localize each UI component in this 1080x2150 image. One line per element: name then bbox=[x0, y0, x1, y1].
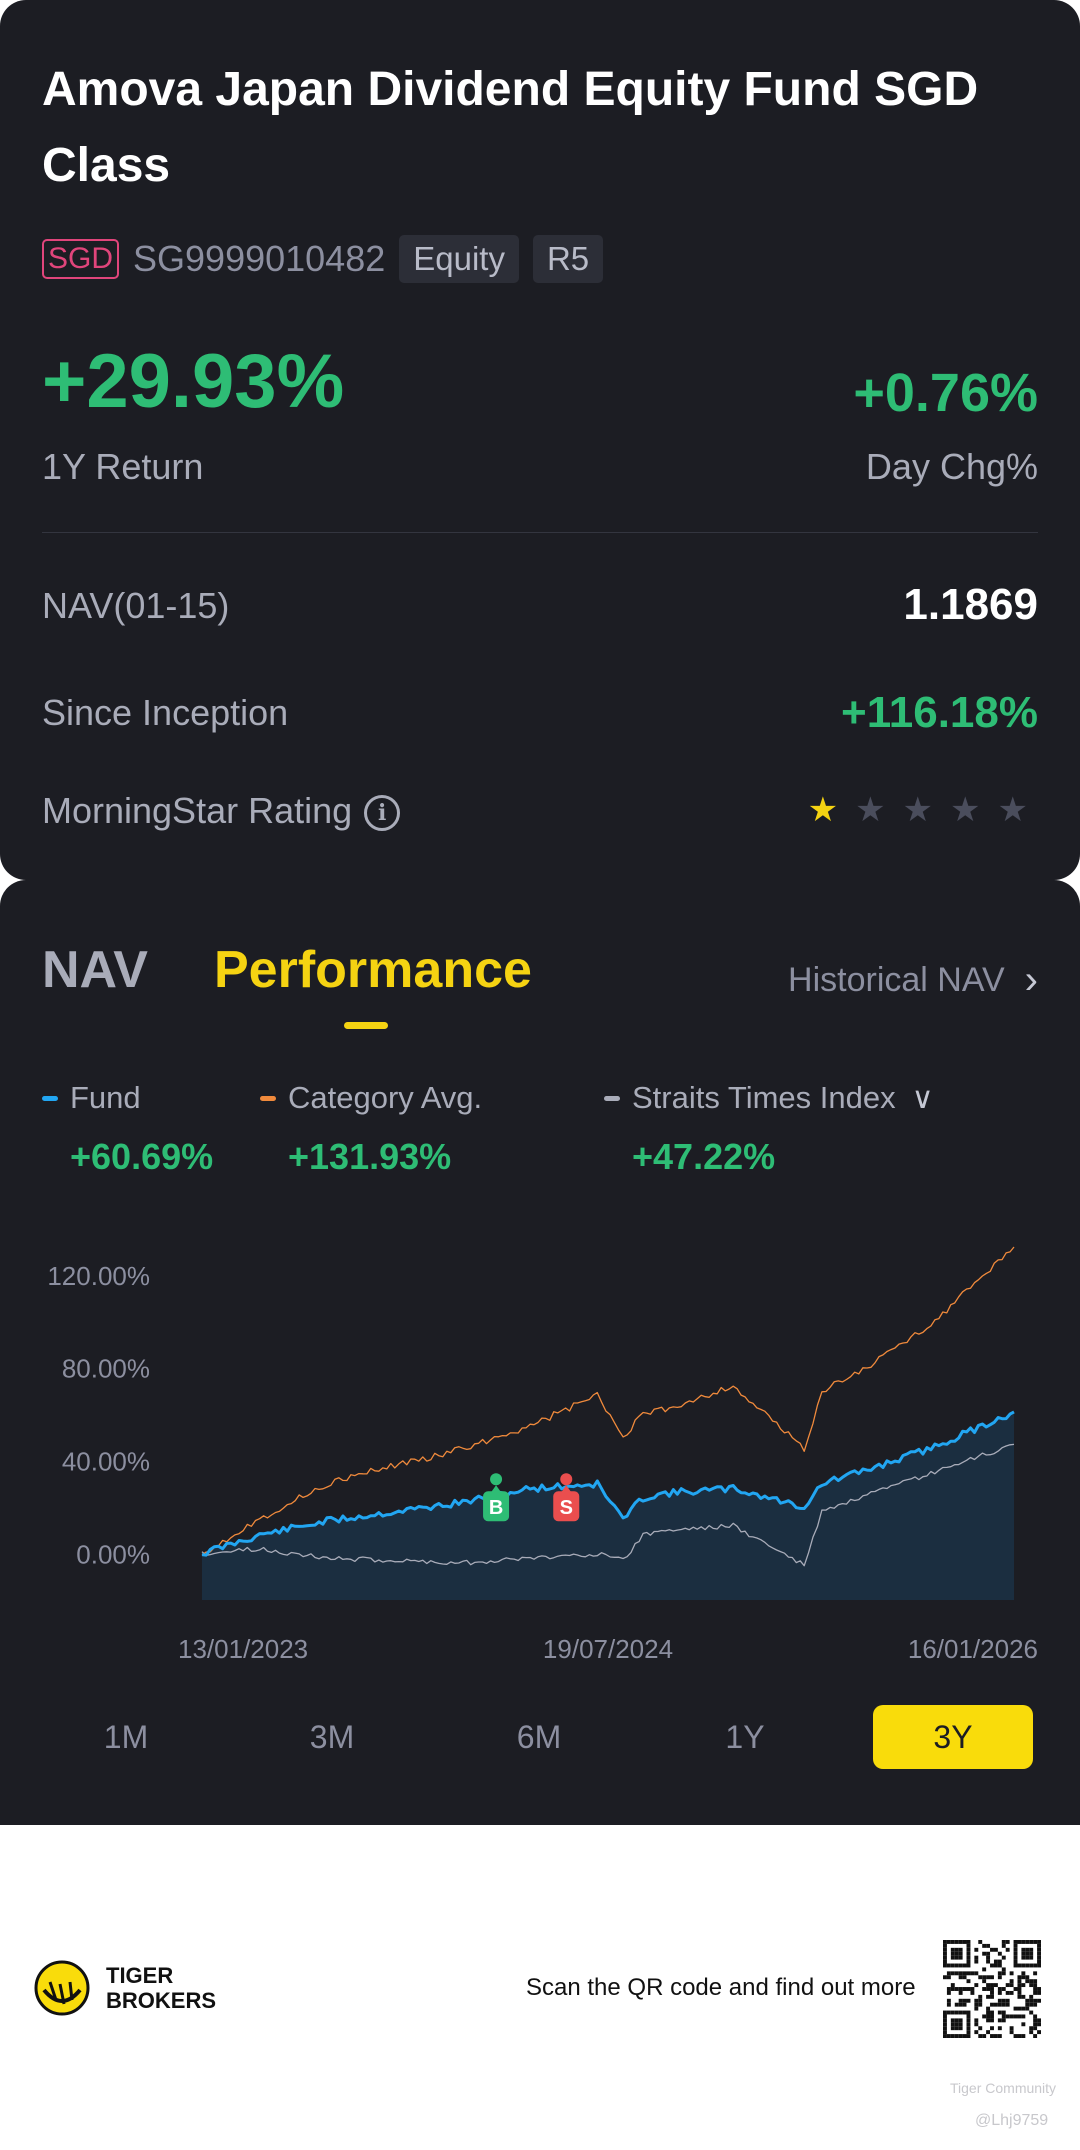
tab-performance[interactable]: Performance bbox=[214, 941, 532, 999]
x-tick-label: 13/01/2023 bbox=[178, 1634, 308, 1660]
one-year-return-value: +29.93% bbox=[42, 339, 345, 424]
star-filled-icon: ★ bbox=[807, 791, 839, 829]
series-line-category-avg- bbox=[201, 1246, 1015, 1556]
morningstar-rating-row: MorningStar Rating i bbox=[42, 790, 401, 832]
star-empty-icon: ★ bbox=[997, 791, 1028, 829]
since-inception-label: Since Inception bbox=[42, 692, 289, 733]
trade-marker-badge bbox=[483, 1491, 510, 1522]
nav-label: NAV(01-15) bbox=[42, 585, 230, 626]
trade-marker-dot bbox=[560, 1473, 573, 1486]
y-tick-label: 0.00% bbox=[76, 1540, 150, 1570]
morningstar-stars: ★ ★ ★ ★ ★ bbox=[808, 790, 1028, 830]
y-tick-label: 40.00% bbox=[62, 1447, 150, 1477]
legend-benchmark-selector[interactable]: Straits Times Index ∨ bbox=[604, 1080, 934, 1116]
fund-summary-card bbox=[0, 0, 1080, 880]
divider bbox=[42, 532, 1038, 533]
legend-category-label: Category Avg. bbox=[288, 1080, 483, 1115]
y-tick-label: 80.00% bbox=[62, 1354, 150, 1384]
qr-code-icon[interactable] bbox=[943, 1940, 1041, 2038]
chart-card bbox=[0, 880, 1080, 1825]
legend-benchmark-label: Straits Times Index bbox=[632, 1080, 896, 1115]
brand-line-1: TIGER bbox=[106, 1963, 174, 1988]
trade-marker-badge bbox=[553, 1491, 580, 1522]
range-selector: 1M 3M 6M 1Y 3Y bbox=[0, 1705, 1080, 1769]
currency-badge: SGD bbox=[42, 239, 120, 279]
range-button-1m[interactable]: 1M bbox=[103, 1719, 149, 1755]
brand-line-2: BROKERS bbox=[106, 1988, 217, 2013]
series-line-straits-times-index bbox=[201, 1443, 1015, 1567]
range-button-3m[interactable]: 3M bbox=[309, 1719, 355, 1755]
y-tick-label: 120.00% bbox=[47, 1261, 150, 1291]
tiger-logo-icon bbox=[34, 1960, 90, 2016]
performance-chart[interactable]: 120.00% 80.00% 40.00% 0.00% 13/01/2023 19/07/… bbox=[0, 1240, 1080, 1660]
fund-title: Amova Japan Dividend Equity Fund SGD Cla… bbox=[42, 63, 979, 192]
tiger-brokers-logo: TIGER BROKERS bbox=[34, 1960, 216, 2016]
info-icon[interactable]: i bbox=[364, 795, 401, 832]
fund-area bbox=[202, 1411, 1014, 1600]
trade-marker-dot bbox=[490, 1473, 503, 1486]
asset-class-badge: Equity bbox=[399, 235, 519, 283]
one-year-return-label: 1Y Return bbox=[42, 446, 204, 487]
scan-qr-text: Scan the QR code and find out more bbox=[526, 1974, 916, 2001]
historical-nav-link[interactable]: Historical NAV › bbox=[788, 958, 1038, 1003]
nav-value: 1.1869 bbox=[903, 580, 1038, 629]
category-dash-icon bbox=[260, 1095, 276, 1101]
legend-fund-value: +60.69% bbox=[70, 1136, 214, 1177]
since-inception-value: +116.18% bbox=[841, 688, 1038, 737]
active-tab-indicator bbox=[344, 1022, 388, 1029]
risk-badge: R5 bbox=[532, 235, 604, 283]
morningstar-rating-label: MorningStar Rating bbox=[42, 790, 353, 831]
range-button-3y[interactable]: 3Y bbox=[873, 1705, 1033, 1769]
chevron-right-icon: › bbox=[1024, 958, 1038, 1002]
range-button-1y[interactable]: 1Y bbox=[725, 1719, 765, 1755]
tab-nav[interactable]: NAV bbox=[42, 941, 148, 999]
trade-marker-label: S bbox=[560, 1497, 573, 1519]
fund-dash-icon bbox=[42, 1095, 58, 1101]
legend-category-value: +131.93% bbox=[288, 1136, 452, 1177]
benchmark-dash-icon bbox=[604, 1095, 620, 1101]
legend-fund-label: Fund bbox=[70, 1080, 141, 1115]
chevron-down-icon: ∨ bbox=[911, 1081, 934, 1115]
tiger-community-watermark: Tiger Community bbox=[950, 2080, 1057, 2096]
fund-tags: SGD SG9999010482 Equity R5 bbox=[42, 235, 604, 283]
series-line-fund bbox=[201, 1410, 1015, 1557]
day-change-value: +0.76% bbox=[853, 363, 1038, 423]
share-footer bbox=[0, 1825, 1080, 2150]
isin-code: SG9999010482 bbox=[133, 238, 386, 279]
trade-marker-pointer bbox=[561, 1485, 572, 1493]
trade-marker-pointer bbox=[491, 1485, 502, 1493]
day-change-label: Day Chg% bbox=[865, 446, 1038, 487]
star-empty-icon: ★ bbox=[950, 791, 981, 829]
star-empty-icon: ★ bbox=[855, 791, 886, 829]
legend-benchmark-value: +47.22% bbox=[632, 1136, 776, 1177]
legend-category: Category Avg. bbox=[260, 1080, 482, 1116]
x-tick-label: 19/07/2024 bbox=[543, 1634, 673, 1660]
x-tick-label: 16/01/2026 bbox=[908, 1634, 1038, 1660]
star-empty-icon: ★ bbox=[902, 791, 934, 829]
trade-marker-label: B bbox=[489, 1497, 503, 1519]
historical-nav-label: Historical NAV bbox=[788, 961, 1005, 999]
legend-fund: Fund bbox=[42, 1080, 141, 1116]
range-button-6m[interactable]: 6M bbox=[516, 1719, 562, 1755]
user-watermark: @Lhj9759 bbox=[975, 2112, 1049, 2129]
